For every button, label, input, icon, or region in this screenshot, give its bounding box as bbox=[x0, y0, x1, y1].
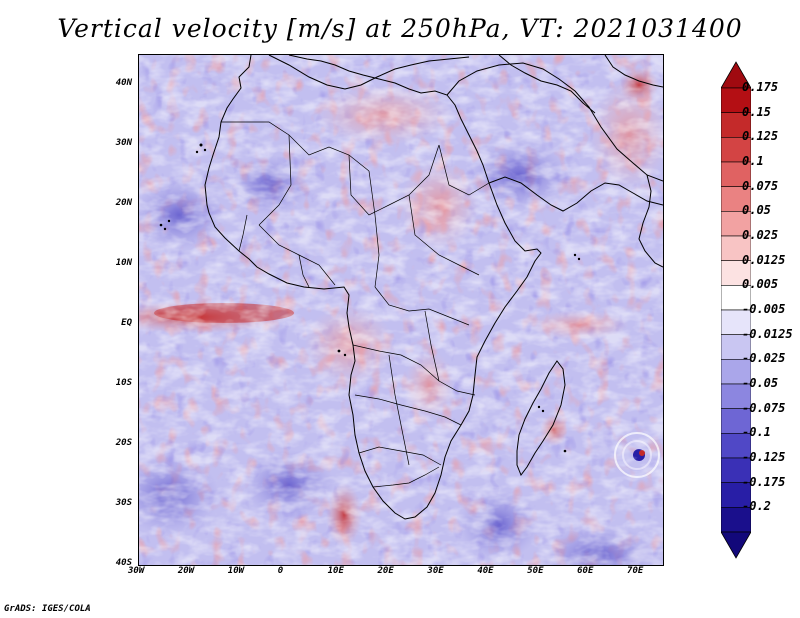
colorbar-swatch bbox=[721, 433, 751, 459]
lon-tick-label: 50E bbox=[527, 566, 544, 576]
plot-title: Vertical velocity [m/s] at 250hPa, VT: 2… bbox=[57, 14, 743, 43]
colorbar-level-label: -0.0125 bbox=[742, 326, 793, 341]
lon-tick-label: 20E bbox=[377, 566, 394, 576]
colorbar-level-label: 0.075 bbox=[742, 178, 779, 193]
lon-tick-label: 60E bbox=[577, 566, 594, 576]
colorbar-level-label: -0.175 bbox=[742, 474, 786, 489]
colorbar-swatch bbox=[721, 186, 751, 212]
lon-tick-label: 0 bbox=[277, 566, 284, 576]
colorbar-swatch bbox=[721, 457, 751, 483]
colorbar-level-label: -0.05 bbox=[742, 376, 779, 390]
coastlines bbox=[204, 55, 663, 520]
colorbar-level-label: 0.1 bbox=[742, 154, 764, 168]
lat-tick-label: 40N bbox=[115, 78, 132, 88]
lon-tick-label: 20W bbox=[177, 566, 195, 576]
colorbar-level-label: 0.15 bbox=[742, 104, 771, 119]
colorbar-swatch bbox=[721, 334, 751, 360]
colorbar-under-triangle bbox=[721, 531, 751, 559]
lat-tick-label: 30S bbox=[115, 498, 132, 508]
lon-tick-label: 30E bbox=[427, 566, 444, 576]
colorbar bbox=[721, 61, 751, 559]
colorbar-level-label: 0.175 bbox=[742, 80, 779, 94]
colorbar-level-label: -0.005 bbox=[742, 302, 786, 316]
small-islands bbox=[159, 143, 581, 453]
lat-tick-label: 10S bbox=[115, 378, 132, 388]
colorbar-swatch bbox=[721, 161, 751, 187]
software-credit: GrADS: IGES/COLA bbox=[4, 604, 91, 614]
lon-tick-label: 30W bbox=[128, 566, 145, 576]
colorbar-level-label: 0.125 bbox=[742, 129, 779, 144]
lat-tick-label: 10N bbox=[115, 258, 132, 268]
lat-tick-label: 30N bbox=[115, 138, 132, 148]
lon-tick-label: 70E bbox=[627, 566, 644, 576]
colorbar-level-label: -0.2 bbox=[742, 499, 771, 514]
lat-tick-label: 20S bbox=[115, 438, 132, 448]
country-borders bbox=[221, 121, 490, 488]
map-panel bbox=[138, 54, 664, 566]
lon-tick-label: 10W bbox=[227, 566, 245, 576]
colorbar-level-label: 0.025 bbox=[742, 228, 779, 242]
colorbar-level-label: 0.005 bbox=[742, 277, 779, 292]
colorbar-level-label: 0.0125 bbox=[742, 252, 786, 267]
colorbar-level-label: -0.025 bbox=[742, 351, 786, 366]
colorbar-swatch bbox=[721, 235, 751, 261]
lat-tick-label: 40S bbox=[115, 558, 132, 568]
colorbar-level-label: 0.05 bbox=[742, 203, 771, 218]
lat-tick-label: EQ bbox=[121, 318, 132, 328]
colorbar-level-label: -0.075 bbox=[742, 400, 786, 415]
colorbar-swatch bbox=[721, 285, 751, 311]
lon-tick-label: 40E bbox=[477, 566, 494, 576]
colorbar-level-label: -0.1 bbox=[742, 425, 771, 440]
colorbar-swatch bbox=[721, 383, 751, 409]
lon-tick-label: 10E bbox=[327, 566, 344, 576]
colorbar-swatch bbox=[721, 309, 751, 335]
map-svg bbox=[139, 55, 663, 565]
lat-tick-label: 20N bbox=[115, 198, 132, 208]
field-contour-noise bbox=[139, 55, 663, 565]
colorbar-level-label: -0.125 bbox=[742, 450, 786, 464]
colorbar-swatch bbox=[721, 137, 751, 163]
